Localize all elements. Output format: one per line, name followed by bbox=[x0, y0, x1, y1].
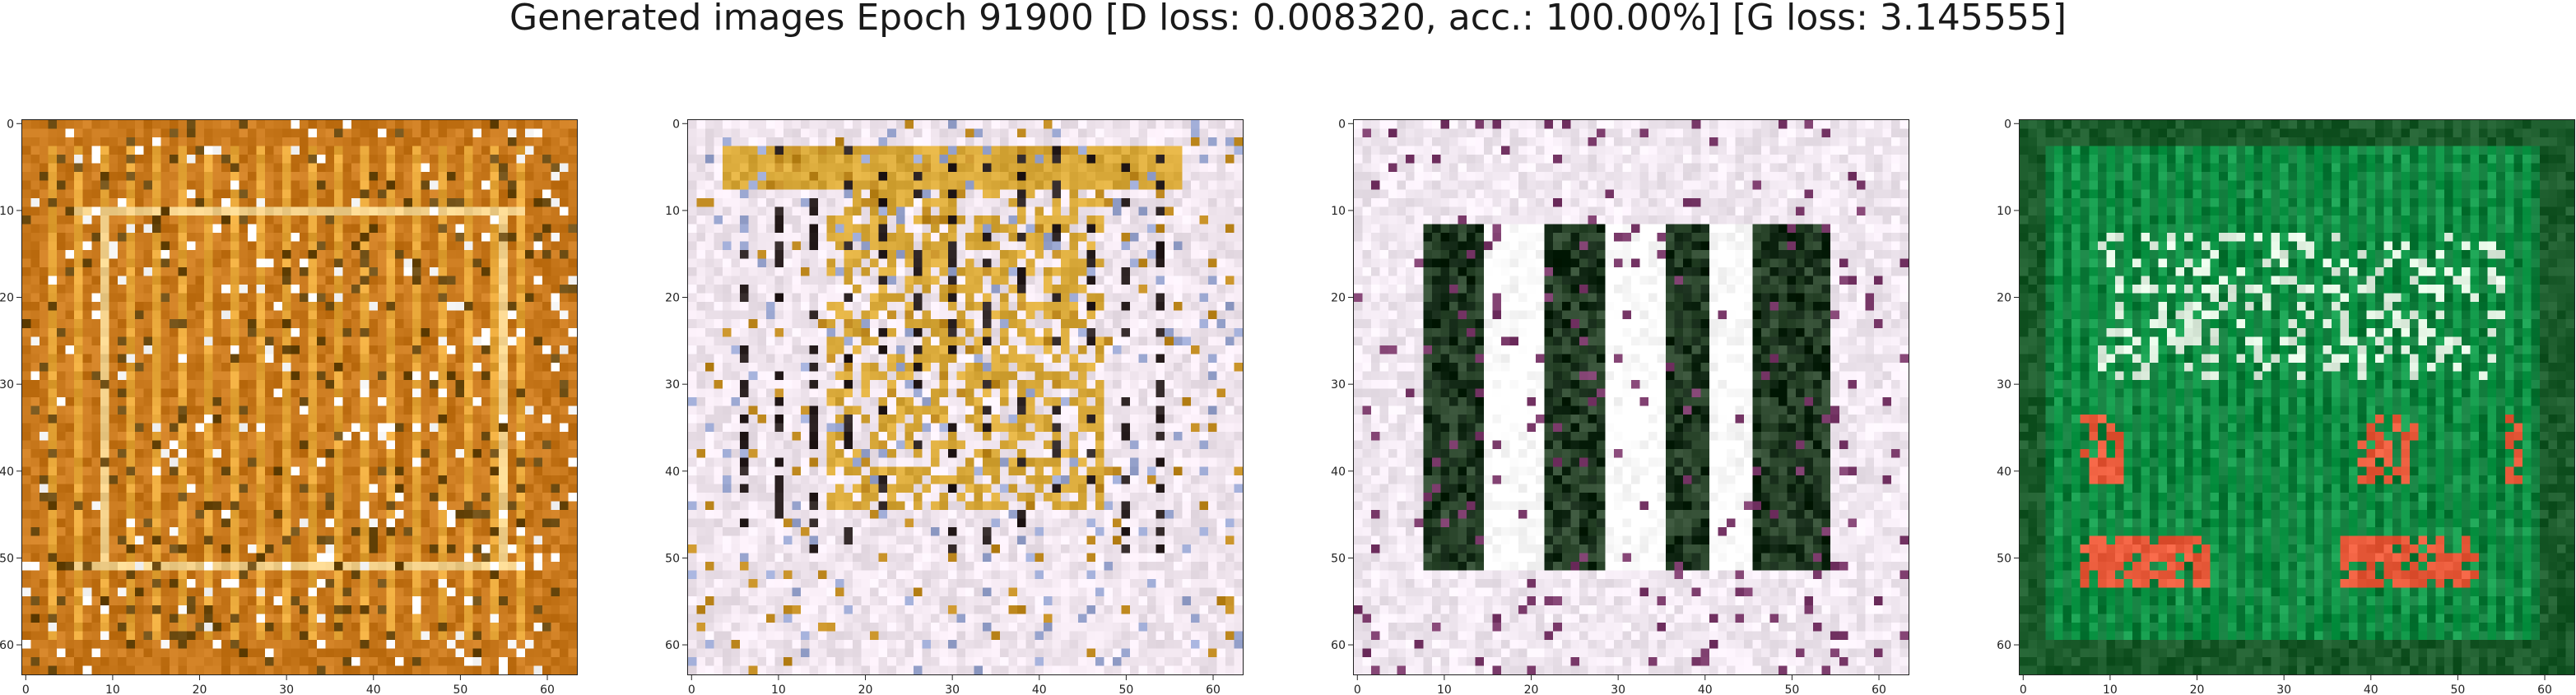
y-tick-label: 40 bbox=[665, 466, 680, 479]
x-tick-label: 30 bbox=[2276, 683, 2291, 695]
y-tick-label: 30 bbox=[1331, 378, 1346, 392]
x-tick-label: 50 bbox=[2450, 683, 2465, 695]
y-tick-label: 0 bbox=[1338, 118, 1346, 131]
x-tick-label: 60 bbox=[2537, 683, 2552, 695]
generated-image-2 bbox=[688, 120, 1243, 674]
x-tick-label: 40 bbox=[366, 683, 381, 695]
y-tick-label: 40 bbox=[0, 466, 14, 479]
x-tick-label: 40 bbox=[1698, 683, 1713, 695]
y-tick-label: 10 bbox=[1997, 205, 2011, 218]
x-tick-label: 20 bbox=[858, 683, 873, 695]
y-tick-label: 50 bbox=[665, 552, 680, 565]
generated-image-panel-2 bbox=[687, 119, 1244, 675]
generated-image-3 bbox=[1354, 120, 1909, 674]
x-tick-label: 20 bbox=[193, 683, 207, 695]
x-tick-label: 40 bbox=[1032, 683, 1047, 695]
y-tick-label: 40 bbox=[1997, 466, 2011, 479]
y-tick-label: 20 bbox=[1997, 292, 2011, 305]
figure-title: Generated images Epoch 91900 [D loss: 0.… bbox=[509, 0, 2067, 39]
x-tick-label: 10 bbox=[1437, 683, 1452, 695]
x-tick-label: 20 bbox=[1524, 683, 1539, 695]
y-tick-label: 0 bbox=[672, 118, 680, 131]
y-tick-label: 20 bbox=[1331, 292, 1346, 305]
x-tick-label: 10 bbox=[105, 683, 120, 695]
y-tick-label: 60 bbox=[1331, 639, 1346, 652]
generated-image-panel-3 bbox=[1353, 119, 1909, 675]
y-tick-label: 30 bbox=[0, 378, 14, 392]
y-tick-label: 10 bbox=[665, 205, 680, 218]
y-tick-label: 0 bbox=[2004, 118, 2011, 131]
y-tick-label: 40 bbox=[1331, 466, 1346, 479]
x-tick-label: 10 bbox=[2103, 683, 2118, 695]
x-tick-label: 30 bbox=[279, 683, 294, 695]
y-tick-label: 50 bbox=[0, 552, 14, 565]
y-tick-label: 60 bbox=[665, 639, 680, 652]
generated-image-1 bbox=[22, 120, 577, 674]
y-tick-label: 10 bbox=[0, 205, 14, 218]
x-tick-label: 30 bbox=[1611, 683, 1625, 695]
y-tick-label: 20 bbox=[665, 292, 680, 305]
y-tick-label: 10 bbox=[1331, 205, 1346, 218]
x-tick-label: 30 bbox=[945, 683, 960, 695]
y-tick-label: 60 bbox=[1997, 639, 2011, 652]
generated-image-4 bbox=[2020, 120, 2574, 674]
x-tick-label: 0 bbox=[688, 683, 695, 695]
x-tick-label: 60 bbox=[540, 683, 555, 695]
y-tick-label: 0 bbox=[7, 118, 14, 131]
generated-image-panel-1 bbox=[21, 119, 578, 675]
x-tick-label: 60 bbox=[1872, 683, 1886, 695]
y-tick-label: 20 bbox=[0, 292, 14, 305]
y-tick-label: 30 bbox=[665, 378, 680, 392]
y-tick-label: 50 bbox=[1331, 552, 1346, 565]
y-tick-label: 30 bbox=[1997, 378, 2011, 392]
x-tick-label: 60 bbox=[1206, 683, 1221, 695]
x-tick-label: 50 bbox=[453, 683, 467, 695]
x-tick-label: 40 bbox=[2364, 683, 2378, 695]
x-tick-label: 50 bbox=[1118, 683, 1133, 695]
y-tick-label: 50 bbox=[1997, 552, 2011, 565]
x-tick-label: 0 bbox=[1354, 683, 1361, 695]
x-tick-label: 20 bbox=[2190, 683, 2205, 695]
generated-image-panel-4 bbox=[2019, 119, 2575, 675]
y-tick-label: 60 bbox=[0, 639, 14, 652]
x-tick-label: 0 bbox=[2020, 683, 2027, 695]
x-tick-label: 0 bbox=[22, 683, 30, 695]
x-tick-label: 50 bbox=[1784, 683, 1799, 695]
x-tick-label: 10 bbox=[771, 683, 786, 695]
